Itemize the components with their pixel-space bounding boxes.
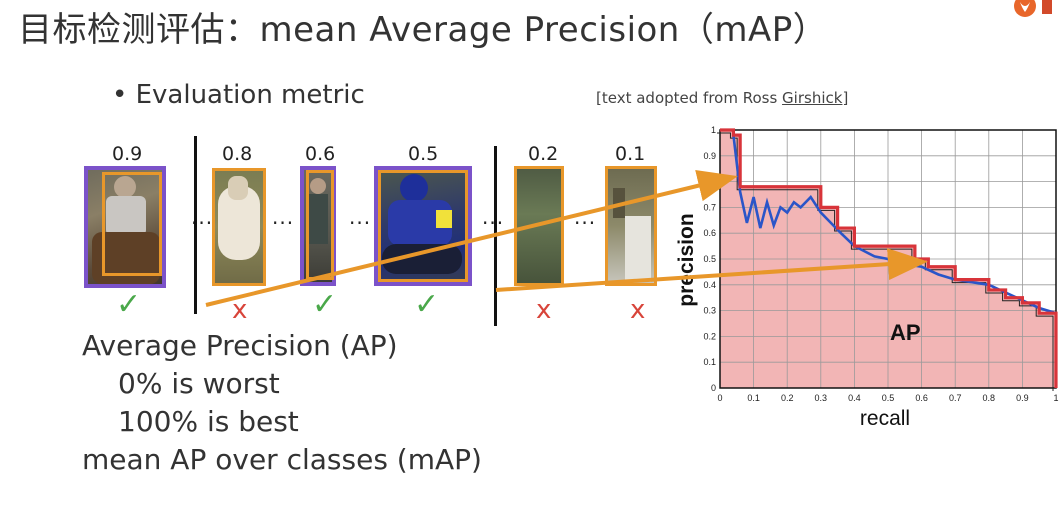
credit-suffix: ] — [842, 89, 849, 107]
detection-image-rider — [84, 166, 166, 288]
y-tick-label: 0.1 — [703, 357, 716, 367]
x-tick-label: 0 — [717, 393, 722, 403]
x-axis-label: recall — [860, 407, 910, 430]
ellipsis-4: ... — [482, 205, 504, 229]
ap-best-line: 100% is best — [118, 405, 299, 438]
plot-frame — [719, 129, 1057, 389]
result-correct-3: ✓ — [312, 287, 338, 322]
detection-box — [514, 166, 564, 286]
pr-series-interpolated — [720, 128, 1058, 388]
result-wrong-6: x — [630, 295, 646, 325]
x-tick-label: 0.9 — [1016, 393, 1029, 403]
detection-box — [212, 168, 266, 286]
detection-box — [378, 170, 468, 282]
slide-title: 目标检测评估：mean Average Precision（mAP） — [18, 10, 828, 50]
ground-truth-box — [84, 166, 166, 288]
arrow-to-second-point — [495, 248, 928, 292]
x-tick-label: 0.2 — [781, 393, 794, 403]
detection-score-4: 0.5 — [408, 143, 439, 165]
y-tick-label: 0.9 — [703, 151, 716, 161]
map-line: mean AP over classes (mAP) — [82, 443, 482, 476]
detection-image-fence — [605, 166, 657, 286]
ground-truth-box — [300, 166, 336, 286]
x-tick-label: 0.5 — [882, 393, 895, 403]
detection-score-2: 0.8 — [222, 143, 253, 165]
result-wrong-2: x — [232, 295, 248, 325]
detection-box — [102, 172, 162, 276]
detection-score-6: 0.1 — [615, 143, 646, 165]
bottom-fade — [520, 468, 1060, 510]
y-tick-label: 0.3 — [703, 306, 716, 316]
y-tick-label: 0 — [711, 383, 716, 393]
ellipsis-3: ... — [349, 205, 372, 229]
detection-image-person — [300, 166, 336, 286]
result-wrong-5: x — [536, 295, 552, 325]
source-credit: [text adopted from Ross Girshick] — [596, 89, 848, 107]
detection-score-5: 0.2 — [528, 143, 559, 165]
ground-truth-box — [374, 166, 472, 286]
ellipsis-2: ... — [272, 205, 295, 229]
threshold-divider-1 — [194, 136, 197, 314]
flame-logo-icon — [1012, 0, 1060, 26]
ap-worst-line: 0% is worst — [118, 367, 280, 400]
y-tick-label: 0.7 — [703, 202, 716, 212]
x-tick-label: 0.3 — [815, 393, 828, 403]
ap-heading: Average Precision (AP) — [82, 329, 398, 362]
y-tick-label: 0.2 — [703, 331, 716, 341]
credit-author-link[interactable]: Girshick — [782, 89, 843, 107]
result-correct-1: ✓ — [116, 287, 142, 322]
bullet-text: Evaluation metric — [135, 80, 365, 110]
detection-image-sheep — [212, 168, 266, 286]
ap-area-label: AP — [890, 320, 921, 345]
y-tick-label: 1 — [711, 125, 716, 135]
y-tick-label: 0.4 — [703, 280, 716, 290]
credit-prefix: [text adopted from Ross — [596, 89, 783, 107]
detection-score-3: 0.6 — [305, 143, 336, 165]
pr-series-raw — [732, 135, 1057, 315]
x-tick-label: 1 — [1053, 393, 1058, 403]
detection-image-motorcyclist — [374, 166, 472, 286]
detection-score-1: 0.9 — [112, 143, 143, 165]
x-tick-label: 0.7 — [949, 393, 962, 403]
x-tick-label: 0.6 — [915, 393, 928, 403]
y-tick-label: 0.6 — [703, 228, 716, 238]
x-tick-label: 0.8 — [983, 393, 996, 403]
arrow-to-first-point — [205, 169, 738, 307]
y-tick-label: 0.5 — [703, 254, 716, 264]
result-correct-4: ✓ — [414, 287, 440, 322]
x-tick-label: 0.1 — [747, 393, 760, 403]
bullet-evaluation-metric: • Evaluation metric — [112, 80, 365, 110]
y-axis-label: precision — [675, 213, 698, 306]
x-tick-label: 0.4 — [848, 393, 861, 403]
detection-box — [605, 166, 657, 286]
